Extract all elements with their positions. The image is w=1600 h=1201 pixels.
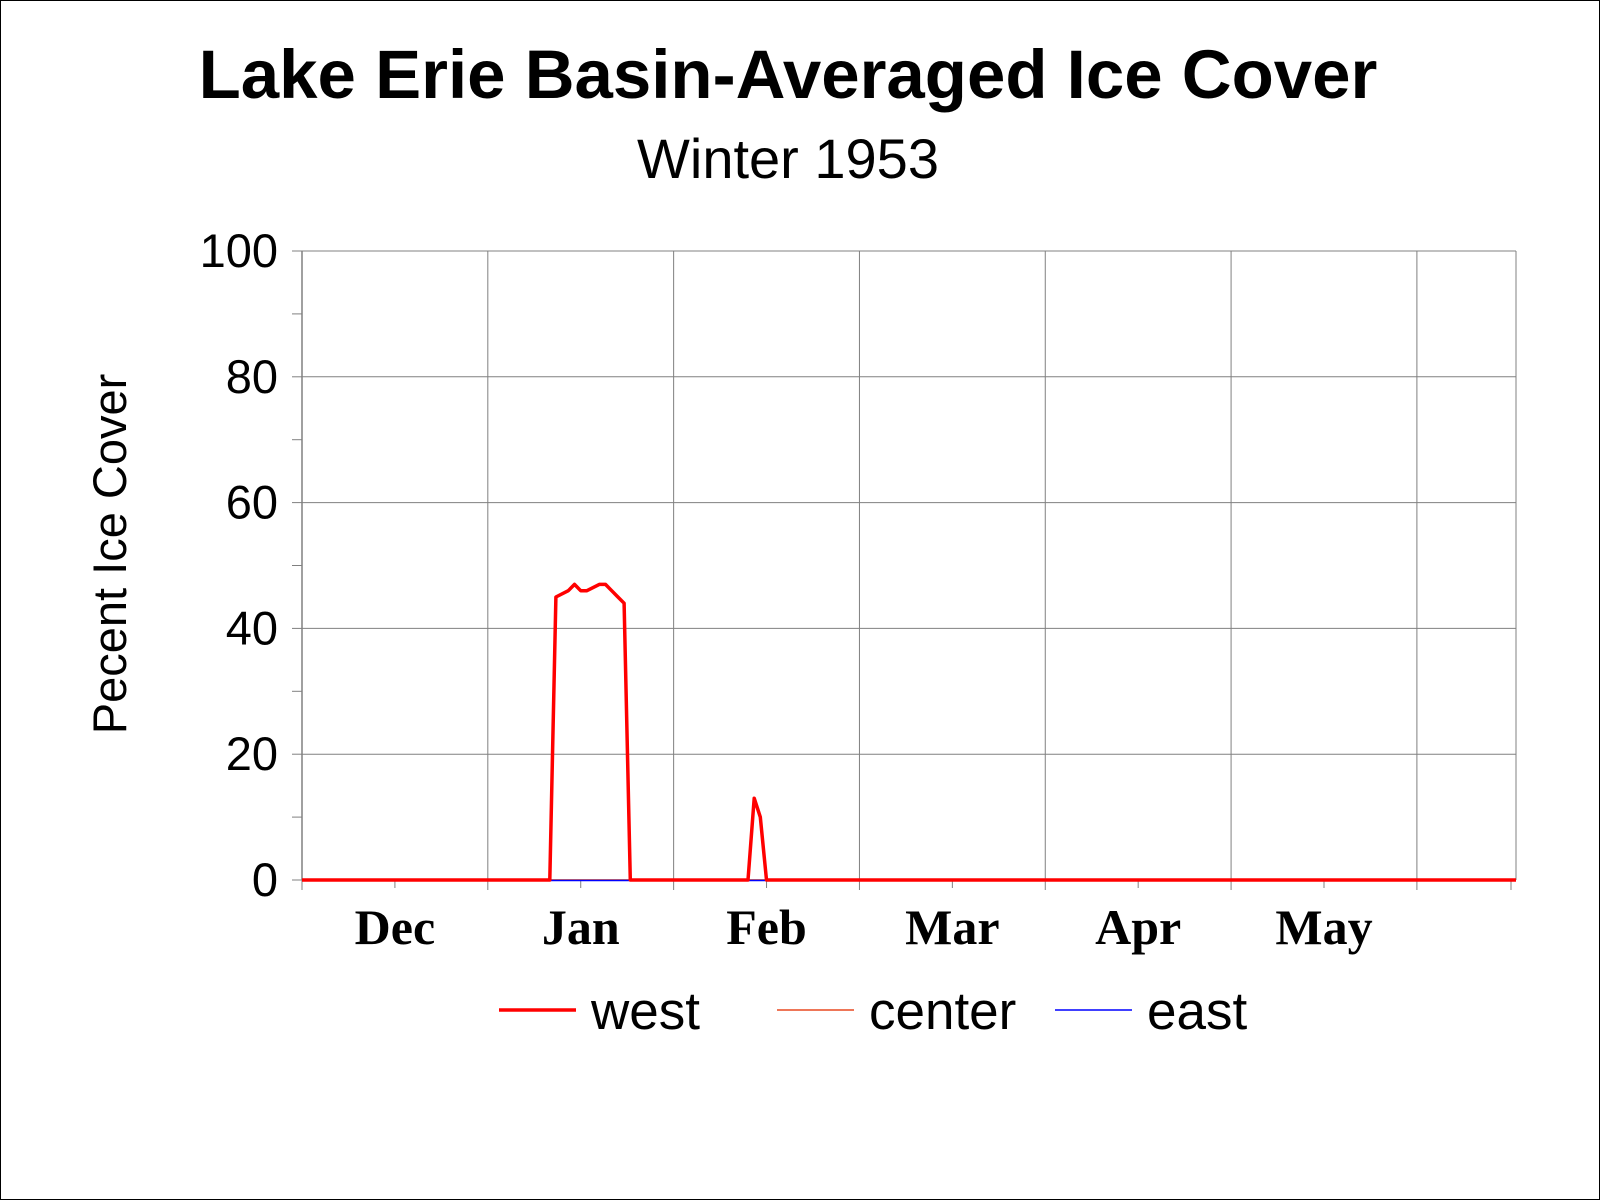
x-tick-label: Apr xyxy=(1095,899,1181,955)
x-tick-label: Feb xyxy=(726,899,807,955)
legend: west center east xyxy=(499,982,1247,1041)
chart-title: Lake Erie Basin-Averaged Ice Cover xyxy=(199,36,1378,113)
legend-label-west: west xyxy=(590,982,700,1041)
y-tick-label: 60 xyxy=(226,476,278,529)
series-lines xyxy=(302,582,1516,882)
x-tick-label: Dec xyxy=(355,899,436,955)
y-tick-label: 40 xyxy=(226,601,278,654)
x-tick-label: Jan xyxy=(542,899,620,955)
axes xyxy=(292,250,1516,890)
x-tick-label: Mar xyxy=(905,899,999,955)
legend-label-east: east xyxy=(1147,982,1247,1041)
y-tick-label: 0 xyxy=(252,853,278,906)
legend-label-center: center xyxy=(869,982,1016,1041)
y-tick-label: 80 xyxy=(226,350,278,403)
x-tick-labels: Dec Jan Feb Mar Apr May xyxy=(355,899,1373,955)
grid xyxy=(302,250,1517,880)
y-axis-label: Pecent Ice Cover xyxy=(83,374,136,735)
y-tick-labels: 0 20 40 60 80 100 xyxy=(200,224,278,906)
series-line-west xyxy=(302,582,1516,882)
chart-subtitle: Winter 1953 xyxy=(637,127,939,190)
x-tick-label: May xyxy=(1275,899,1372,955)
y-tick-label: 20 xyxy=(226,727,278,780)
y-tick-label: 100 xyxy=(200,224,278,277)
